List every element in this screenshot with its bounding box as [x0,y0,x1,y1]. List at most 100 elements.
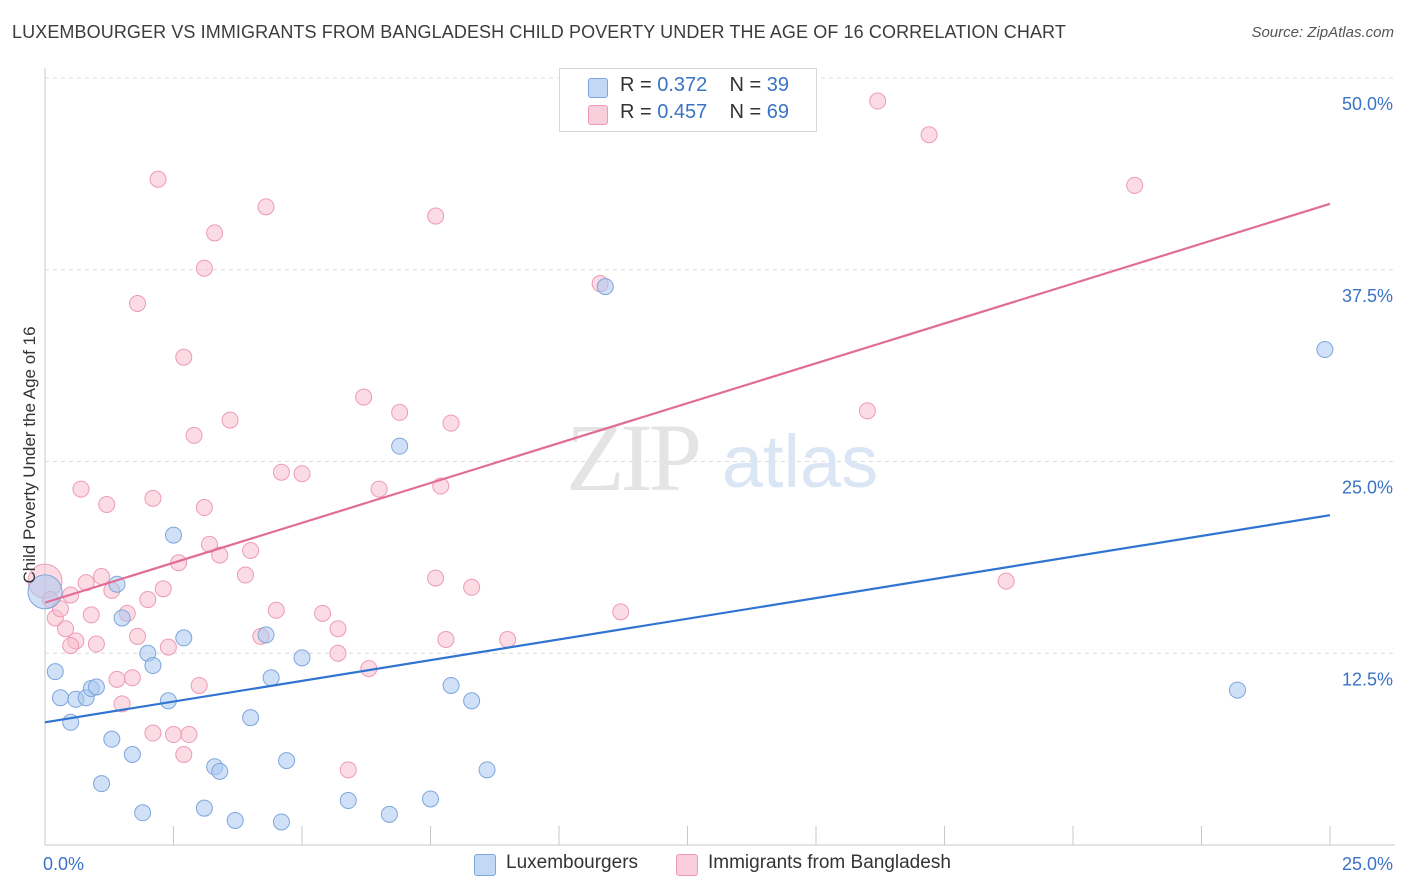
luxembourger-point [123,745,141,763]
bangladesh-point [123,669,141,687]
bangladesh-point [314,604,332,622]
bangladesh-point [195,259,213,277]
luxembourger-point [262,669,280,687]
legend-n-value: 39 [766,74,790,96]
bangladesh-point [165,726,182,744]
bangladesh-point [108,670,126,688]
legend-r-value: 0.372 [657,74,708,96]
luxembourger-point [339,792,357,810]
luxembourger-point [463,692,481,710]
bangladesh-point [206,224,224,242]
luxembourger-point [422,790,439,808]
bangladesh-point [129,294,147,312]
legend-n-label: N = [729,101,767,123]
bangladesh-point [329,644,347,662]
bottom-legend-label: Immigrants from Bangladesh [708,852,951,873]
luxembourger-point [175,629,193,647]
bangladesh-point [257,198,275,216]
bangladesh-point [159,638,177,656]
bangladesh-point [98,495,116,513]
luxembourger-point [278,752,296,770]
y-tick-label: 50.0% [1342,94,1393,114]
bangladesh-point [858,402,876,420]
bangladesh-point [355,388,373,406]
bangladesh-point [370,480,388,498]
bangladesh-point [144,724,162,742]
bangladesh-point [175,348,193,366]
bangladesh-point [185,426,203,444]
bangladesh-point [1126,176,1144,194]
bangladesh-point [139,591,157,609]
bangladesh-point [869,92,887,110]
legend-swatch-blue [588,78,608,98]
bangladesh-point [236,566,254,584]
bangladesh-point [144,489,162,507]
luxembourger-point [391,437,409,455]
bangladesh-point [113,695,131,713]
luxembourger-point [1316,341,1334,359]
luxembourger-point [103,730,121,748]
y-axis-label: Child Poverty Under the Age of 16 [20,326,39,584]
y-tick-label: 12.5% [1342,669,1393,689]
bangladesh-point [195,499,213,517]
bangladesh-point [82,606,100,624]
bottom-legend-swatch-pink [676,854,698,876]
x-tick-label: 25.0% [1342,854,1393,874]
legend-n-value: 69 [766,101,790,123]
bangladesh-point [427,569,445,587]
bangladesh-point [391,403,409,421]
luxembourger-point [442,676,460,694]
bangladesh-point [920,126,938,144]
watermark-zip: ZIP [566,404,699,511]
bangladesh-point [180,726,198,744]
luxembourger-point [144,657,162,675]
bottom-legend-label: Luxembourgers [506,852,639,873]
legend-r-label: R = [620,74,658,96]
bangladesh-point [62,637,80,655]
luxembourger-point [257,626,275,644]
axis-layer [44,68,1395,846]
y-tick-label: 37.5% [1342,286,1393,306]
bangladesh-point [190,676,208,694]
tick-label-layer: 12.5% 25.0% 37.5% 50.0% 0.0% 25.0% [43,94,1393,874]
luxembourger-trend-line [44,514,1331,724]
bangladesh-point [272,463,290,481]
bangladesh-point [211,546,229,564]
luxembourger-point [195,799,213,817]
x-tick-label: 0.0% [43,854,84,874]
bangladesh-point [154,580,172,598]
bangladesh-point [499,630,517,648]
bottom-legend-swatch-blue [474,854,496,876]
luxembourger-point [242,709,260,727]
correlation-legend: R = 0.372 N = 39 R = 0.457 N = 69 [559,68,817,132]
luxembourger-point [272,813,290,831]
legend-n-label: N = [729,74,767,96]
luxembourger-point [51,689,69,707]
bangladesh-point [242,541,260,559]
bangladesh-point [129,627,147,645]
chart-title: LUXEMBOURGER VS IMMIGRANTS FROM BANGLADE… [12,22,1066,42]
bangladesh-point [612,603,630,621]
trend-layer [44,202,1331,724]
bangladesh-point [267,601,285,619]
bangladesh-point [293,465,311,483]
bangladesh-point [93,568,111,586]
luxembourger-point [1228,681,1246,699]
luxembourger-point [165,526,182,544]
watermark-atlas: atlas [722,420,878,503]
luxembourger-point [380,805,398,823]
y-tick-label: 25.0% [1342,478,1393,498]
luxembourger-point [108,575,126,593]
luxembourger-point [134,804,152,822]
luxembourger-point [596,278,614,296]
luxembourger-point [87,678,105,696]
legend-r-value: 0.457 [657,101,708,123]
bangladesh-point [442,414,460,432]
bangladesh-point [427,207,445,225]
luxembourger-point [211,762,229,780]
bangladesh-point [463,578,481,596]
luxembourger-point [113,609,131,627]
bangladesh-point [149,170,167,188]
bangladesh-point [57,620,75,638]
